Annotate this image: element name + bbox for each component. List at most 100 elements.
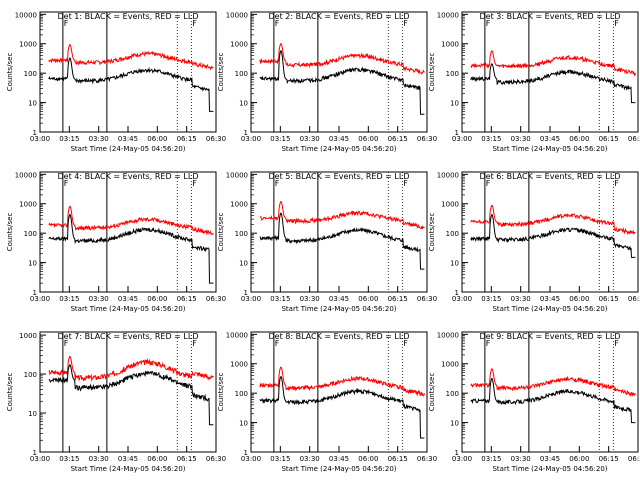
x-tick-label: 06:30: [628, 295, 640, 303]
x-axis-label: Start Time (24-May-05 04:56:20): [70, 145, 185, 153]
y-tick-label: 100: [446, 70, 459, 78]
series-line: [470, 377, 636, 424]
corner-marker: F: [192, 179, 197, 188]
detector-panel: Det 4: BLACK = Events, RED = LLD 1 10 100 10…: [6, 171, 226, 313]
corner-marker: F: [192, 339, 197, 348]
x-tick-label: 03:00: [452, 295, 472, 303]
x-tick-label: 06:30: [417, 135, 437, 143]
series-line: [470, 50, 636, 77]
corner-marker: F: [275, 339, 280, 348]
x-tick-label: 06:00: [147, 135, 167, 143]
y-tick-label: 100: [235, 230, 248, 238]
series-line: [470, 63, 636, 104]
x-tick-label: 06:15: [177, 135, 197, 143]
y-tick-label: 100: [24, 230, 37, 238]
x-tick-label: 06:15: [177, 455, 197, 463]
x-tick-label: 06:30: [206, 295, 226, 303]
series-line: [259, 366, 425, 397]
x-tick-label: 03:15: [270, 135, 290, 143]
y-tick-label: 10: [450, 100, 459, 108]
x-tick-label: 03:45: [118, 295, 138, 303]
x-tick-label: 03:15: [481, 135, 501, 143]
x-tick-label: 03:45: [118, 135, 138, 143]
plot-frame: [461, 11, 639, 133]
series-line: [48, 355, 214, 382]
y-tick-label: 10000: [226, 171, 248, 179]
corner-marker: F: [64, 19, 69, 28]
y-tick-label: 10: [239, 420, 248, 428]
y-tick-label: 10: [28, 260, 37, 268]
corner-marker: F: [614, 19, 619, 28]
x-tick-label: 03:30: [511, 135, 531, 143]
x-tick-label: 03:00: [241, 135, 261, 143]
x-tick-label: 03:45: [329, 455, 349, 463]
detector-panel: Det 8: BLACK = Events, RED = LLD 1 10 100 10…: [217, 331, 437, 473]
y-tick-label: 1000: [230, 201, 248, 209]
panel-title: Det 1: BLACK = Events, RED = LLD: [58, 12, 199, 21]
y-tick-label: 1: [244, 129, 248, 137]
x-tick-label: 03:45: [540, 135, 560, 143]
x-tick-label: 06:30: [417, 295, 437, 303]
corner-marker: F: [192, 19, 197, 28]
x-tick-label: 06:30: [628, 135, 640, 143]
panel-title: Det 5: BLACK = Events, RED = LLD: [269, 172, 410, 181]
panel-title: Det 7: BLACK = Events, RED = LLD: [58, 332, 199, 341]
corner-marker: F: [486, 19, 491, 28]
y-tick-label: 100: [446, 230, 459, 238]
y-tick-label: 10: [28, 410, 37, 418]
detector-panel: Det 3: BLACK = Events, RED = LLD 1 10 100 10…: [428, 11, 640, 153]
corner-marker: F: [486, 339, 491, 348]
panel-title: Det 6: BLACK = Events, RED = LLD: [480, 172, 621, 181]
corner-marker: F: [486, 179, 491, 188]
y-tick-label: 10: [450, 420, 459, 428]
x-axis-label: Start Time (24-May-05 04:56:20): [492, 305, 607, 313]
y-tick-label: 1: [33, 449, 37, 457]
series-line: [259, 212, 425, 270]
x-axis-label: Start Time (24-May-05 04:56:20): [492, 465, 607, 473]
corner-marker: F: [614, 339, 619, 348]
y-tick-label: 10000: [437, 171, 459, 179]
series-line: [48, 44, 214, 71]
series-line: [470, 368, 636, 398]
plot-frame: [39, 11, 217, 133]
y-tick-label: 10000: [226, 11, 248, 19]
series-line: [48, 57, 214, 112]
x-axis-label: Start Time (24-May-05 04:56:20): [492, 145, 607, 153]
x-tick-label: 03:00: [30, 135, 50, 143]
series-line: [48, 205, 214, 236]
x-tick-label: 03:30: [89, 135, 109, 143]
plot-frame: [250, 171, 428, 293]
corner-marker: F: [275, 179, 280, 188]
y-tick-label: 1000: [441, 201, 459, 209]
x-tick-label: 06:30: [628, 455, 640, 463]
y-axis-label: Counts/sec: [6, 53, 14, 92]
x-axis-label: Start Time (24-May-05 04:56:20): [281, 305, 396, 313]
y-axis-label: Counts/sec: [6, 213, 14, 252]
x-tick-label: 03:30: [300, 135, 320, 143]
x-tick-label: 03:00: [241, 455, 261, 463]
x-tick-label: 03:30: [511, 455, 531, 463]
y-tick-label: 10: [239, 260, 248, 268]
series-line: [470, 204, 636, 236]
y-tick-label: 1: [33, 129, 37, 137]
y-tick-label: 1000: [230, 361, 248, 369]
x-tick-label: 03:15: [270, 295, 290, 303]
x-tick-label: 03:45: [118, 455, 138, 463]
panel-title: Det 8: BLACK = Events, RED = LLD: [269, 332, 410, 341]
x-tick-label: 03:00: [30, 295, 50, 303]
y-tick-label: 1000: [441, 361, 459, 369]
x-tick-label: 06:00: [569, 135, 589, 143]
corner-marker: F: [403, 179, 408, 188]
x-tick-label: 03:30: [511, 295, 531, 303]
x-tick-label: 06:00: [147, 295, 167, 303]
series-line: [470, 214, 636, 258]
detector-panel: Det 1: BLACK = Events, RED = LLD 1 10 100 10…: [6, 11, 226, 153]
x-tick-label: 06:15: [599, 135, 619, 143]
y-tick-label: 10: [28, 100, 37, 108]
y-tick-label: 1000: [441, 41, 459, 49]
x-tick-label: 03:00: [30, 455, 50, 463]
y-axis-label: Counts/sec: [217, 373, 225, 412]
x-tick-label: 03:30: [300, 295, 320, 303]
corner-marker: F: [275, 19, 280, 28]
